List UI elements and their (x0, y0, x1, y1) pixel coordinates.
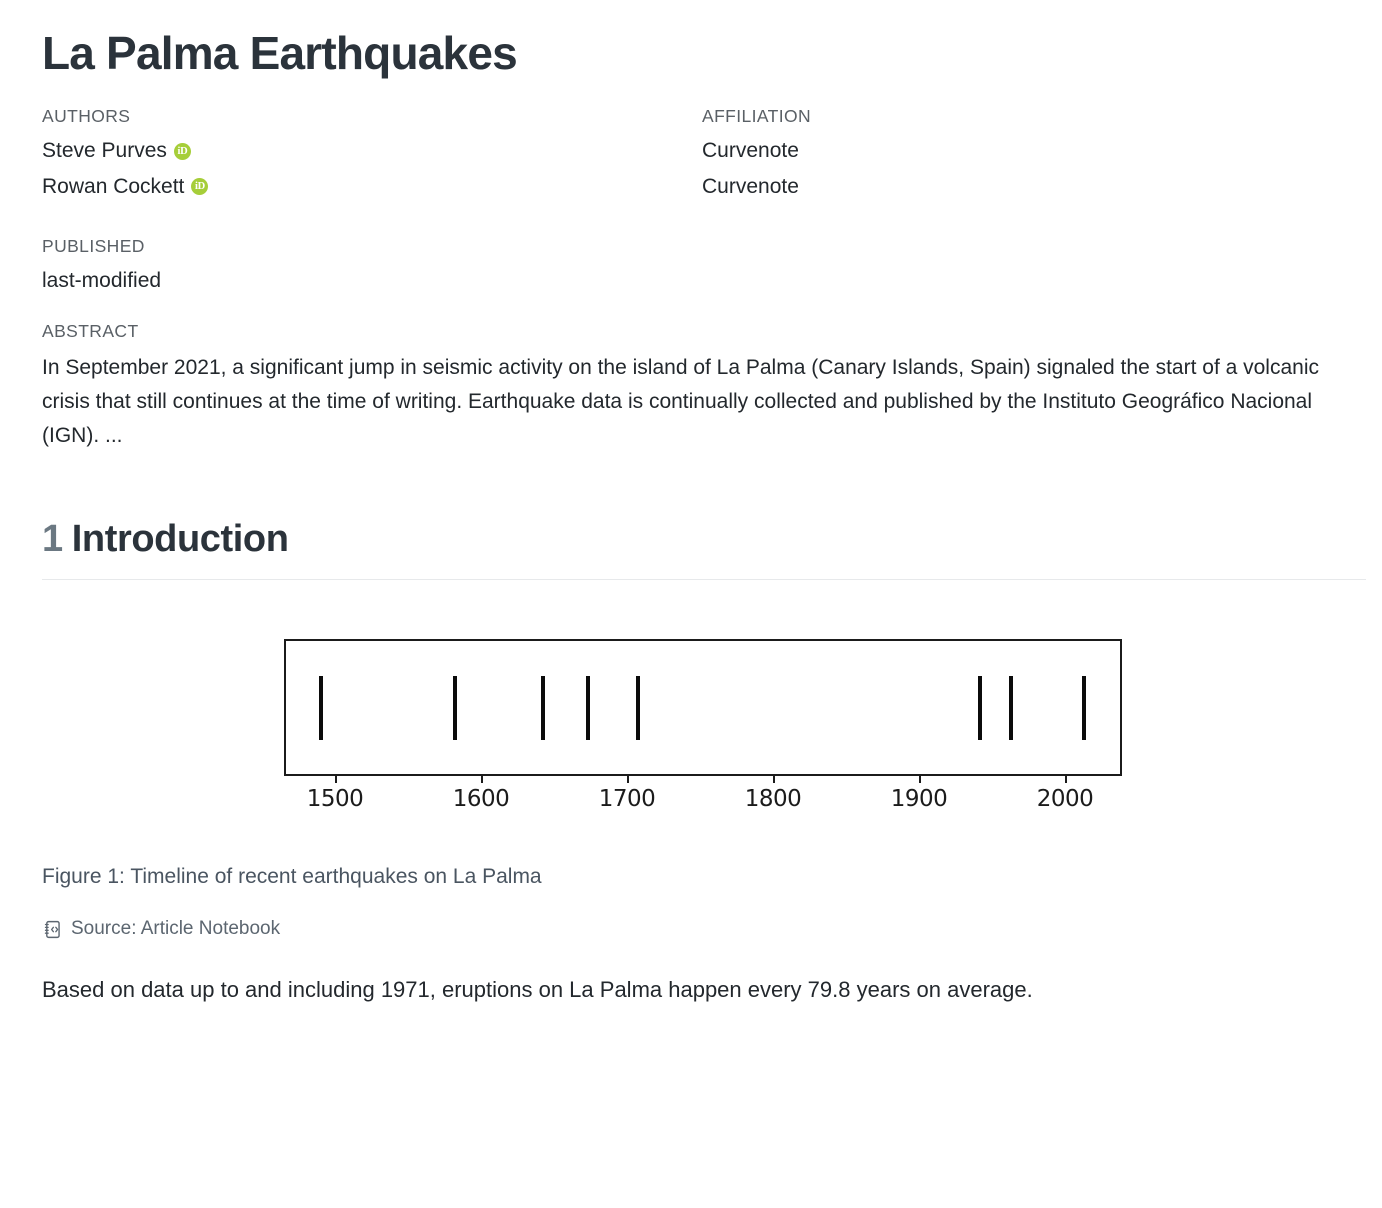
event-mark (1009, 675, 1013, 740)
figure-source[interactable]: Source: Article Notebook (42, 918, 1366, 940)
section-divider (42, 578, 1366, 580)
axis-tick-label: 1600 (452, 785, 510, 812)
author-name: Rowan Cockett (42, 174, 185, 198)
spacer (42, 208, 1366, 236)
axis-tick-label: 1800 (744, 785, 802, 812)
axis-tick-label: 1700 (598, 785, 656, 812)
authors-column: AUTHORS Steve Purves Rowan Cockett (42, 106, 702, 208)
figure-caption: Figure 1: Timeline of recent earthquakes… (42, 864, 542, 888)
abstract-text: In September 2021, a significant jump in… (42, 356, 1319, 448)
orcid-id-icon[interactable] (173, 142, 191, 160)
axis-tick (335, 775, 337, 783)
axis-tick-label: 1900 (890, 785, 948, 812)
event-mark (319, 675, 323, 740)
section-heading-introduction: 1 Introduction (42, 517, 1366, 563)
event-mark (586, 675, 590, 740)
event-mark (636, 675, 640, 740)
event-mark (978, 675, 982, 740)
published-block: PUBLISHED last-modified (42, 236, 1366, 296)
affiliation-column: AFFILIATION Curvenote Curvenote (702, 106, 1366, 208)
abstract-block: ABSTRACT In September 2021, a significan… (42, 321, 1366, 453)
axis-tick (627, 775, 629, 783)
axis-tick (1065, 775, 1067, 783)
author-name: Steve Purves (42, 139, 167, 163)
axis-tick-label: 2000 (1036, 785, 1094, 812)
affiliation-value: Curvenote (702, 139, 799, 163)
author-entry: Rowan Cockett (42, 172, 702, 202)
event-mark (541, 675, 545, 740)
affiliation-label: AFFILIATION (702, 106, 812, 127)
plot-frame (284, 638, 1122, 776)
event-mark (1082, 675, 1086, 740)
section-number: 1 (42, 518, 63, 561)
body-paragraph: Based on data up to and including 1971, … (42, 977, 1033, 1003)
event-mark (453, 675, 457, 740)
axis-tick-label: 1500 (306, 785, 364, 812)
figure-source-label: Source: Article Notebook (71, 918, 281, 940)
affiliation-value: Curvenote (702, 174, 799, 198)
figure-1: 1500 1600 1700 1800 1900 2000 Figure 1: … (42, 588, 1366, 892)
abstract-label: ABSTRACT (42, 321, 139, 342)
notebook-code-icon (44, 920, 60, 938)
timeline-plot: 1500 1600 1700 1800 1900 2000 (0, 622, 1382, 822)
section-title: Introduction (71, 518, 289, 561)
axis-tick (481, 775, 483, 783)
frontmatter-grid: AUTHORS Steve Purves Rowan Cockett AFFIL… (42, 106, 1366, 208)
axis-tick (919, 775, 921, 783)
page-title: La Palma Earthquakes (42, 27, 518, 79)
orcid-id-icon[interactable] (191, 178, 209, 196)
authors-label: AUTHORS (42, 106, 131, 127)
author-entry: Steve Purves (42, 136, 702, 166)
published-value: last-modified (42, 268, 162, 292)
published-label: PUBLISHED (42, 235, 145, 256)
axis-tick (773, 775, 775, 783)
